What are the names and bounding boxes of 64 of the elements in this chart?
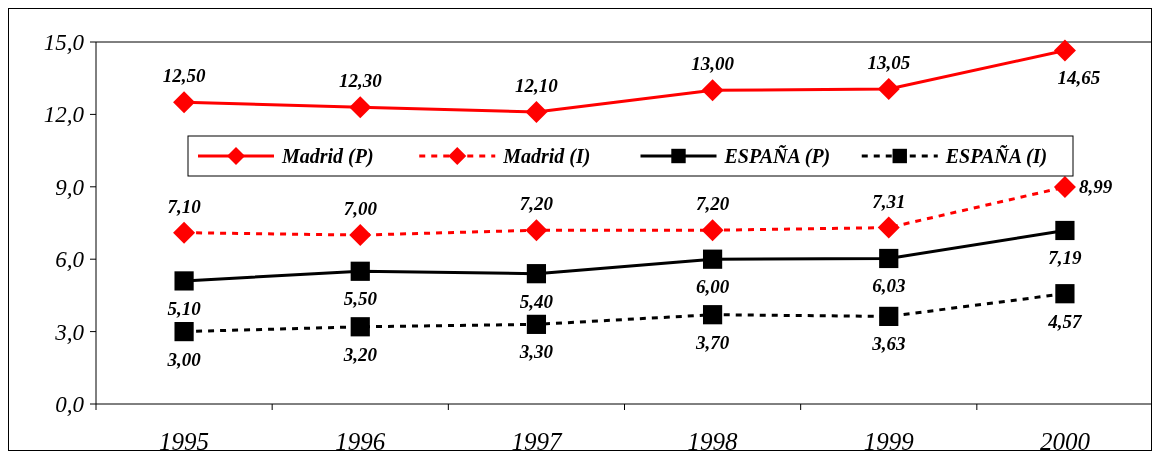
legend-label: ESPAÑA (P) — [723, 145, 831, 168]
legend-label: Madrid (P) — [281, 145, 374, 168]
point — [174, 322, 194, 342]
data-label: 7,31 — [872, 190, 906, 212]
y-tick-label: 12,0 — [43, 102, 85, 128]
point — [1055, 220, 1075, 241]
point — [1053, 176, 1076, 199]
x-tick-label: 1996 — [335, 428, 386, 455]
data-label: 3,70 — [694, 331, 730, 353]
data-label: 7,20 — [519, 193, 554, 215]
point — [350, 317, 370, 337]
point — [701, 79, 724, 102]
data-label: 12,10 — [515, 74, 559, 96]
data-label: 7,10 — [167, 195, 202, 217]
x-tick-label: 1998 — [687, 428, 739, 455]
point — [526, 314, 547, 334]
point — [1053, 39, 1076, 62]
point — [350, 261, 370, 281]
point — [174, 271, 194, 291]
x-tick-label: 1997 — [511, 428, 563, 455]
point — [526, 264, 547, 284]
data-label: 3,63 — [871, 333, 906, 355]
point — [525, 100, 548, 123]
point — [879, 306, 899, 326]
data-label: 13,05 — [867, 52, 911, 74]
point — [877, 78, 900, 101]
point — [879, 248, 899, 269]
point — [349, 96, 372, 119]
data-label: 5,40 — [519, 290, 554, 312]
point — [702, 305, 723, 325]
data-label: 7,20 — [695, 193, 730, 215]
data-label: 14,65 — [1057, 67, 1101, 89]
data-label: 6,03 — [872, 275, 906, 297]
point — [173, 91, 196, 114]
data-label: 12,30 — [338, 70, 383, 92]
data-label: 13,00 — [691, 53, 735, 75]
data-label: 3,20 — [342, 343, 378, 365]
data-label: 3,30 — [518, 341, 554, 363]
point — [525, 219, 548, 242]
data-label: 6,00 — [695, 276, 730, 298]
y-tick-label: 0,0 — [55, 392, 85, 418]
data-label: 12,50 — [162, 65, 206, 87]
x-tick-label: 1999 — [863, 428, 915, 455]
data-label: 3,00 — [166, 348, 202, 370]
data-label: 5,50 — [343, 288, 378, 310]
y-tick-label: 15,0 — [43, 30, 85, 56]
point — [1055, 284, 1075, 304]
y-tick-label: 3,0 — [54, 319, 85, 345]
data-label: 7,00 — [343, 198, 378, 220]
x-tick-label: 1995 — [159, 428, 210, 455]
y-tick-label: 9,0 — [55, 174, 85, 200]
data-label: 4,57 — [1047, 310, 1084, 332]
data-label: 7,19 — [1048, 247, 1083, 269]
legend-label: ESPAÑA (I) — [944, 145, 1048, 168]
y-tick-label: 6,0 — [55, 247, 85, 273]
point — [877, 216, 900, 239]
data-label: 8,99 — [1078, 176, 1113, 198]
x-tick-label: 2000 — [1039, 428, 1091, 455]
legend-label: Madrid (I) — [502, 145, 591, 168]
data-label: 5,10 — [167, 297, 202, 319]
point — [173, 221, 196, 244]
point — [701, 219, 724, 242]
point — [349, 224, 372, 247]
point — [702, 249, 723, 269]
